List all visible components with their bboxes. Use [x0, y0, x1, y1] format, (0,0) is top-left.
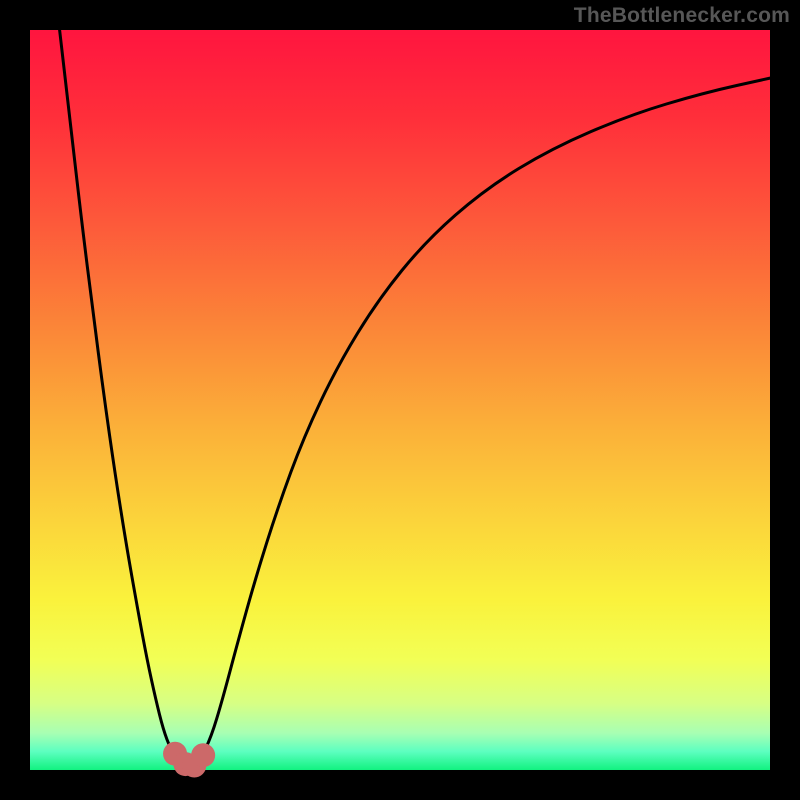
watermark-text: TheBottlenecker.com	[574, 4, 790, 28]
valley-marker	[191, 743, 215, 767]
plot-background	[30, 30, 770, 770]
bottleneck-chart	[0, 0, 800, 800]
chart-frame: TheBottlenecker.com	[0, 0, 800, 800]
